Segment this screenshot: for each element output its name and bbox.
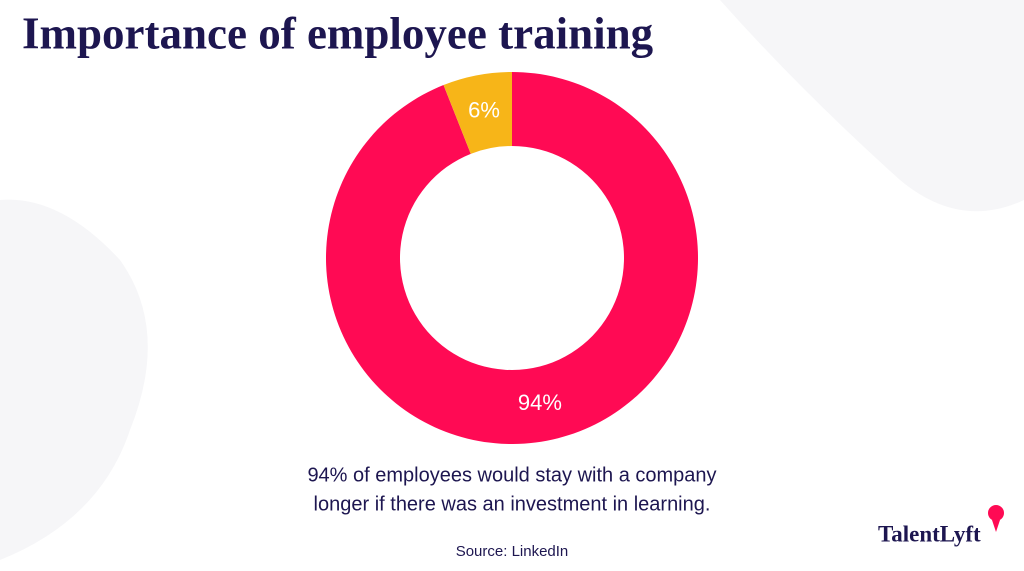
- source: Source: LinkedIn: [456, 543, 569, 560]
- brand-logo: TalentLyft: [878, 521, 981, 546]
- brand-icon: [988, 505, 1004, 532]
- value-label: 6%: [468, 97, 500, 122]
- chart-title: Importance of employee training: [22, 8, 654, 58]
- caption-line: 94% of employees would stay with a compa…: [307, 464, 716, 486]
- background-blob: [0, 199, 148, 560]
- value-label: 94%: [518, 390, 562, 415]
- background-blob: [720, 0, 1024, 212]
- slice: [326, 72, 699, 444]
- slice: [443, 72, 512, 154]
- caption-line: longer if there was an investment in lea…: [314, 493, 711, 515]
- donut: 94% 6%: [326, 72, 699, 444]
